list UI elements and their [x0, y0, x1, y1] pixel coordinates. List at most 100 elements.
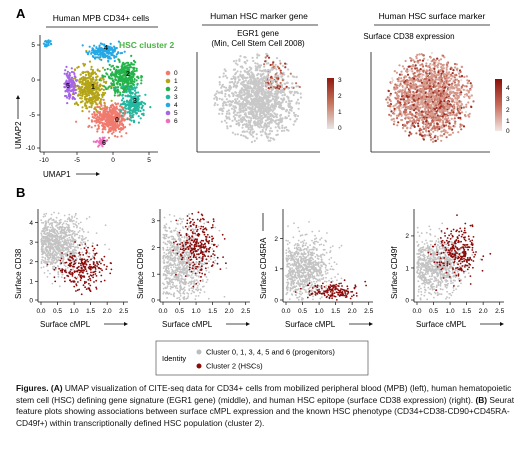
umap2-point — [234, 105, 237, 108]
umap3-point — [442, 111, 445, 114]
umap3-point — [424, 106, 427, 109]
umap1-point — [94, 85, 97, 88]
umap1-point — [93, 81, 96, 85]
umap2-point — [259, 100, 262, 103]
umap3-point — [427, 116, 431, 119]
umap2-point — [247, 119, 250, 122]
umap2-point — [254, 117, 257, 120]
umap1-point — [70, 70, 74, 74]
umap1-point — [110, 115, 113, 118]
umap1-point — [120, 99, 124, 102]
umap1-point — [114, 91, 117, 94]
umap1-point — [124, 103, 127, 106]
umap1-point — [107, 75, 110, 78]
umap3-point — [436, 126, 439, 129]
umap1-point — [103, 136, 106, 139]
umap2-point — [271, 106, 274, 109]
umap2-point — [296, 98, 300, 101]
umap2-point — [218, 97, 221, 100]
umap3-point — [389, 108, 392, 111]
umap2-point — [292, 111, 296, 114]
umap3-point — [398, 84, 401, 87]
umap3-point — [415, 57, 418, 60]
umap1-point — [74, 86, 77, 89]
umap3-point — [403, 96, 406, 99]
umap3-point — [445, 114, 448, 117]
umap3-point — [455, 107, 458, 110]
umap1-point — [105, 80, 108, 83]
umap3-point — [408, 99, 411, 102]
umap3-point — [412, 80, 415, 83]
umap3-point — [417, 59, 420, 62]
umap3-point — [434, 102, 437, 105]
umap3-point — [421, 76, 424, 79]
umap2-point — [259, 73, 262, 76]
umap1-point — [116, 82, 119, 85]
umap3-subtitle: Surface CD38 expression — [363, 32, 454, 41]
umap1-point — [91, 87, 94, 90]
umap1-point — [135, 86, 138, 89]
umap3-point — [413, 66, 417, 69]
umap1-point — [91, 73, 94, 76]
umap2-point — [223, 85, 226, 89]
umap1-point — [111, 132, 114, 135]
umap3-point — [464, 94, 467, 97]
umap1-point — [88, 124, 91, 127]
umap1-point — [104, 86, 107, 89]
umap3-point — [412, 103, 415, 106]
umap3-point — [446, 93, 449, 96]
umap3-point — [459, 123, 462, 126]
umap3-point — [419, 64, 422, 67]
umap3-point — [462, 125, 466, 128]
umap3-point — [443, 56, 446, 59]
umap3-point — [417, 85, 420, 88]
umap2-point — [269, 137, 272, 140]
umap1-point — [83, 78, 86, 81]
umap3-point — [411, 101, 414, 104]
umap2-point — [240, 103, 243, 106]
umap3-point — [433, 85, 436, 88]
umap2-point — [277, 118, 280, 122]
umap1-point — [140, 75, 143, 78]
umap2-point — [253, 120, 256, 123]
umap2-point — [239, 55, 242, 58]
umap2-point — [259, 64, 262, 67]
umap1-point — [96, 75, 99, 78]
umap1-point — [88, 45, 91, 48]
umap3-point — [432, 83, 435, 86]
umap2-point — [241, 83, 244, 87]
umap3-point — [443, 97, 446, 100]
umap3-point — [419, 105, 422, 108]
umap3-scale-tick: 4 — [506, 85, 510, 92]
umap2-point — [227, 89, 230, 92]
umap1-point — [130, 119, 133, 122]
umap3-points — [385, 51, 475, 143]
umap3-point — [442, 70, 445, 73]
umap1-point — [126, 100, 129, 103]
umap2-point — [294, 120, 297, 123]
umap1-point — [72, 96, 75, 100]
umap3-point — [435, 99, 438, 102]
umap3-point — [434, 118, 437, 122]
umap2-point — [284, 116, 287, 119]
umap3-point — [410, 57, 413, 60]
umap1-point — [80, 88, 83, 92]
umap1-point — [89, 75, 92, 78]
umap1-point — [118, 77, 121, 80]
umap1-point — [122, 108, 125, 111]
umap2-point — [264, 119, 268, 122]
umap1-point — [132, 75, 135, 78]
umap1-point — [144, 93, 147, 96]
umap2-point — [249, 130, 252, 133]
umap1-point — [94, 98, 97, 101]
umap3-point — [391, 118, 394, 121]
umap1-point — [91, 47, 94, 50]
umap3-point — [436, 138, 439, 141]
umap2-point — [236, 70, 239, 73]
umap3-point — [413, 99, 416, 102]
umap2-point — [225, 117, 228, 120]
umap2-point — [265, 88, 268, 91]
umap2-subtitle-2: (Min, Cell Stem Cell 2008) — [211, 39, 305, 48]
